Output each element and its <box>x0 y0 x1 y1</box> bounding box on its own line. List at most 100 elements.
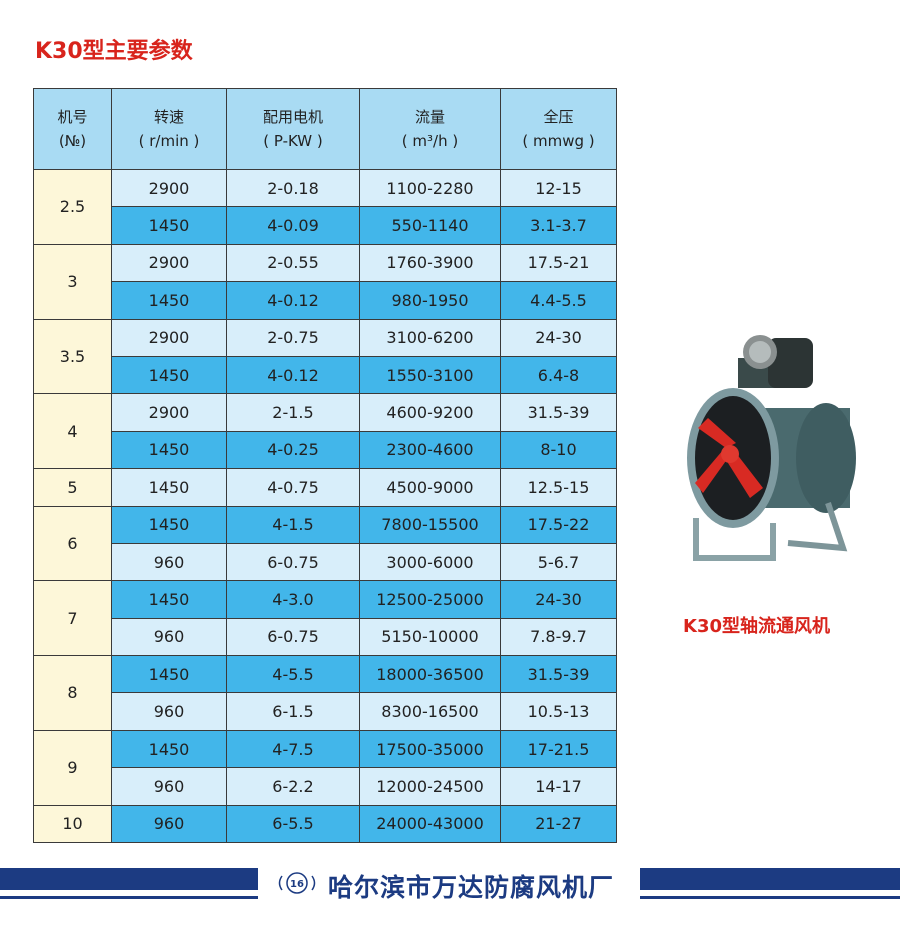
header-unit: ( mmwg ) <box>522 132 595 150</box>
header-unit: ( P-KW ) <box>263 132 323 150</box>
table-row: 960 6-1.5 8300-16500 10.5-13 <box>34 692 617 731</box>
footer-bar-left <box>0 868 258 890</box>
header-label: 全压 <box>543 108 574 126</box>
motor-cell: 2-1.5 <box>226 393 360 432</box>
header-label: 配用电机 <box>262 108 323 126</box>
motor-cell: 2-0.55 <box>226 243 360 283</box>
table-row: 8 1450 4-5.5 18000-36500 31.5-39 <box>33 655 617 731</box>
machine-no-cell: 5 <box>33 468 112 507</box>
speed-cell: 1450 <box>111 505 227 544</box>
product-caption: K30型轴流通风机 <box>683 616 830 637</box>
table-row: 4 2900 2-1.5 4600-9200 31.5-39 <box>33 393 617 470</box>
motor-cell: 6-0.75 <box>226 542 360 582</box>
pressure-cell: 17-21.5 <box>500 729 617 769</box>
speed-cell: 1450 <box>111 206 227 245</box>
table-row: 9 1450 4-7.5 17500-35000 17-21.5 <box>33 729 617 806</box>
pressure-cell: 3.1-3.7 <box>500 206 617 245</box>
pressure-cell: 12-15 <box>500 168 617 208</box>
header-unit: ( r/min ) <box>138 132 200 150</box>
table-row: 3 2900 2-0.55 1760-3900 17.5-21 <box>33 243 617 320</box>
parameter-table: 机号 (№) 转速 ( r/min ) 配用电机 ( P-KW ) 流量 ( m³/h … <box>33 88 617 844</box>
machine-no-cell: 2.5 <box>33 169 112 245</box>
pressure-cell: 21-27 <box>500 804 617 844</box>
table-row: 2.5 2900 2-0.18 1100-2280 12-15 <box>33 168 617 245</box>
pressure-cell: 31.5-39 <box>500 655 617 694</box>
speed-cell: 1450 <box>111 468 227 507</box>
header-speed: 转速 ( r/min ) <box>111 88 227 170</box>
speed-cell: 1450 <box>111 355 227 395</box>
flow-cell: 2300-4600 <box>359 430 501 470</box>
company-name: 哈尔滨市万达防腐风机厂 <box>328 873 615 902</box>
speed-cell: 1450 <box>111 655 227 694</box>
table-row: 1450 4-0.25 2300-4600 8-10 <box>34 430 617 470</box>
table-row: 6 1450 4-1.5 7800-15500 17.5-22 <box>33 505 617 582</box>
flow-cell: 4500-9000 <box>359 468 501 507</box>
flow-cell: 1100-2280 <box>359 168 501 208</box>
pressure-cell: 24-30 <box>500 580 617 619</box>
machine-no-cell: 7 <box>33 580 112 657</box>
speed-cell: 1450 <box>111 430 227 470</box>
pressure-cell: 8-10 <box>500 430 617 470</box>
pressure-cell: 7.8-9.7 <box>500 617 617 657</box>
footer-bar-right <box>640 868 900 890</box>
motor-cell: 4-1.5 <box>226 505 360 544</box>
pressure-cell: 4.4-5.5 <box>500 281 617 320</box>
pressure-cell: 17.5-22 <box>500 505 617 544</box>
flow-cell: 980-1950 <box>359 281 501 320</box>
table-row: 7 1450 4-3.0 12500-25000 24-30 <box>33 580 617 657</box>
table-row: 1450 4-0.12 980-1950 4.4-5.5 <box>34 281 617 320</box>
speed-cell: 960 <box>111 767 227 806</box>
flow-cell: 12000-24500 <box>359 767 501 806</box>
flow-cell: 18000-36500 <box>359 655 501 694</box>
pressure-cell: 6.4-8 <box>500 355 617 395</box>
motor-cell: 4-0.12 <box>226 355 360 395</box>
pressure-cell: 12.5-15 <box>500 468 617 507</box>
table-row: 960 6-0.75 5150-10000 7.8-9.7 <box>34 617 617 657</box>
machine-no-cell: 3 <box>33 243 112 320</box>
pressure-cell: 17.5-21 <box>500 243 617 283</box>
motor-cell: 6-1.5 <box>226 692 360 731</box>
page-number: 16 <box>290 879 304 890</box>
table-row: 960 6-0.75 3000-6000 5-6.7 <box>34 542 617 582</box>
motor-cell: 2-0.75 <box>226 318 360 357</box>
machine-no-cell: 8 <box>33 655 112 731</box>
header-pressure: 全压 ( mmwg ) <box>500 88 617 170</box>
speed-cell: 2900 <box>111 393 227 432</box>
flow-cell: 12500-25000 <box>359 580 501 619</box>
motor-cell: 4-0.12 <box>226 281 360 320</box>
pressure-cell: 14-17 <box>500 767 617 806</box>
speed-cell: 2900 <box>111 168 227 208</box>
table-row: 1450 4-0.09 550-1140 3.1-3.7 <box>34 206 617 245</box>
flow-cell: 7800-15500 <box>359 505 501 544</box>
table-row: 1450 4-0.12 1550-3100 6.4-8 <box>34 355 617 395</box>
header-motor: 配用电机 ( P-KW ) <box>226 88 360 170</box>
pressure-cell: 24-30 <box>500 318 617 357</box>
flow-cell: 3100-6200 <box>359 318 501 357</box>
header-label: 转速 <box>153 108 184 126</box>
machine-no-cell: 4 <box>33 393 112 470</box>
pressure-cell: 5-6.7 <box>500 542 617 582</box>
axial-fan-image <box>687 335 856 561</box>
motor-cell: 4-5.5 <box>226 655 360 694</box>
flow-cell: 3000-6000 <box>359 542 501 582</box>
flow-cell: 1550-3100 <box>359 355 501 395</box>
speed-cell: 960 <box>111 804 227 844</box>
header-unit: ( m³/h ) <box>401 132 459 150</box>
flow-cell: 4600-9200 <box>359 393 501 432</box>
flow-cell: 8300-16500 <box>359 692 501 731</box>
flow-cell: 5150-10000 <box>359 617 501 657</box>
motor-cell: 4-0.25 <box>226 430 360 470</box>
machine-no-cell: 9 <box>33 729 112 806</box>
speed-cell: 960 <box>111 692 227 731</box>
machine-no-cell: 10 <box>33 804 112 844</box>
footer-line-right <box>640 896 900 899</box>
table-row: 960 6-2.2 12000-24500 14-17 <box>34 767 617 806</box>
table-row: 10 960 6-5.5 24000-43000 21-27 <box>33 804 617 844</box>
speed-cell: 960 <box>111 542 227 582</box>
machine-no-cell: 6 <box>33 505 112 582</box>
motor-cell: 4-0.75 <box>226 468 360 507</box>
motor-cell: 2-0.18 <box>226 168 360 208</box>
pressure-cell: 10.5-13 <box>500 692 617 731</box>
speed-cell: 1450 <box>111 281 227 320</box>
